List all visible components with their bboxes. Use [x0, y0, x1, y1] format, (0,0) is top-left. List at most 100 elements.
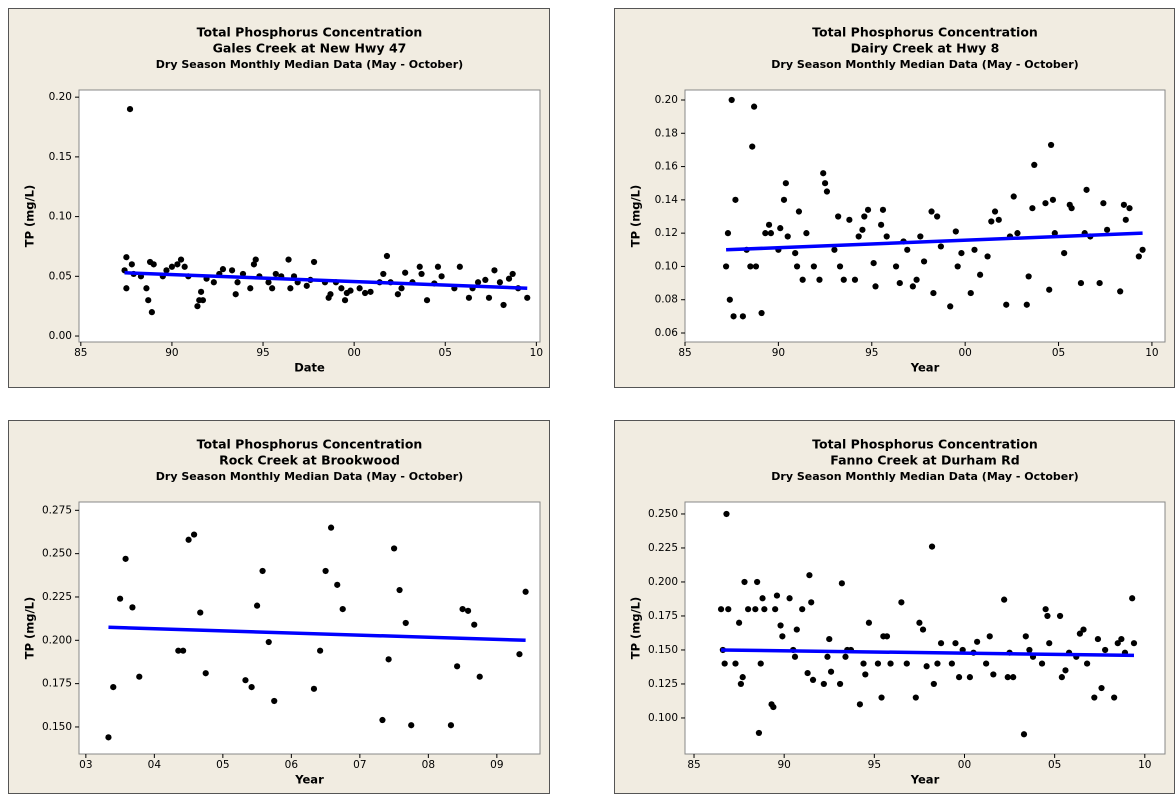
data-point: [1003, 301, 1010, 308]
data-point: [356, 285, 363, 292]
data-point: [128, 261, 135, 268]
data-point: [242, 677, 249, 684]
data-point: [823, 188, 831, 195]
y-tick-label: 0.150: [42, 721, 72, 733]
data-point: [438, 273, 445, 280]
data-point: [758, 309, 765, 317]
data-point: [181, 263, 188, 270]
data-point: [380, 270, 387, 278]
data-point: [831, 246, 838, 253]
data-point: [824, 653, 831, 660]
data-point: [465, 294, 473, 301]
data-point: [1044, 612, 1051, 620]
data-point: [1122, 216, 1129, 223]
data-point: [726, 296, 733, 303]
data-point: [896, 279, 903, 287]
data-point: [1022, 633, 1029, 640]
data-point: [791, 653, 799, 660]
data-point: [870, 260, 877, 267]
data-point: [265, 638, 272, 646]
data-point: [339, 606, 346, 613]
data-point: [1004, 674, 1011, 681]
data-point: [347, 287, 354, 294]
x-tick-label: 10: [1145, 347, 1158, 359]
data-point: [779, 633, 786, 640]
chart-subtitle: Rock Creek at Brookwood: [219, 453, 400, 468]
data-point: [202, 670, 209, 677]
data-point: [923, 663, 930, 670]
y-tick-label: 0.250: [648, 508, 678, 520]
data-point: [361, 289, 369, 297]
data-point: [722, 263, 730, 270]
data-point: [967, 289, 974, 297]
data-point: [856, 701, 864, 708]
data-point: [110, 684, 117, 691]
data-point: [1010, 674, 1017, 681]
y-tick-label: 0.175: [648, 610, 678, 622]
data-point: [1025, 273, 1032, 280]
data-point: [310, 258, 318, 266]
data-point: [491, 267, 498, 274]
data-point: [447, 722, 455, 729]
data-point: [148, 309, 155, 316]
data-point: [898, 599, 905, 606]
data-point: [1010, 193, 1017, 200]
data-point: [174, 261, 181, 268]
data-point: [864, 206, 872, 213]
chart-caption: Dry Season Monthly Median Data (May - Oc…: [156, 470, 463, 483]
data-point: [735, 619, 743, 626]
data-point: [1062, 667, 1069, 674]
data-point: [751, 103, 758, 110]
data-point: [1126, 205, 1133, 212]
data-point: [986, 633, 993, 640]
y-tick-label: 0.200: [648, 576, 678, 588]
data-point: [418, 270, 425, 278]
y-tick-label: 0.08: [655, 294, 678, 306]
data-point: [1056, 612, 1064, 620]
trend-line: [108, 625, 526, 643]
data-point: [1047, 141, 1055, 149]
plot-area: [684, 89, 1166, 343]
data-point: [271, 697, 278, 705]
data-point: [773, 592, 781, 599]
data-point: [928, 543, 936, 550]
x-tick-label: 05: [1052, 347, 1065, 359]
data-point: [1058, 674, 1065, 681]
data-point: [937, 243, 944, 250]
data-point: [1077, 279, 1085, 287]
data-point: [752, 263, 760, 270]
y-axis-label: TP (mg/L): [629, 597, 643, 660]
data-point: [786, 595, 793, 602]
data-point: [285, 256, 292, 263]
x-tick-label: 95: [256, 347, 269, 359]
data-point: [122, 555, 129, 562]
data-point: [1076, 630, 1083, 637]
data-point: [799, 276, 806, 283]
y-tick-label: 0.275: [42, 504, 72, 516]
data-point: [851, 276, 859, 283]
data-point: [105, 734, 112, 741]
data-point: [334, 581, 341, 588]
x-tick-label: 95: [868, 759, 881, 771]
data-point: [1083, 186, 1090, 193]
data-point: [341, 297, 349, 304]
data-point: [129, 604, 136, 611]
data-point: [883, 633, 891, 640]
y-axis-label: TP (mg/L): [23, 185, 37, 248]
y-tick-label: 0.18: [655, 127, 678, 139]
trend-line: [726, 231, 1143, 252]
data-point: [390, 545, 398, 552]
data-point: [971, 246, 978, 253]
data-point: [303, 282, 310, 289]
data-point: [396, 586, 403, 594]
data-point: [228, 267, 236, 274]
data-point: [175, 647, 182, 654]
data-point: [732, 196, 739, 203]
data-point: [752, 606, 759, 613]
data-point: [1014, 230, 1021, 237]
data-point: [180, 647, 187, 654]
chart-caption: Dry Season Monthly Median Data (May - Oc…: [771, 470, 1078, 483]
data-point: [150, 261, 157, 268]
data-point: [199, 297, 207, 304]
trend-line: [124, 270, 528, 291]
